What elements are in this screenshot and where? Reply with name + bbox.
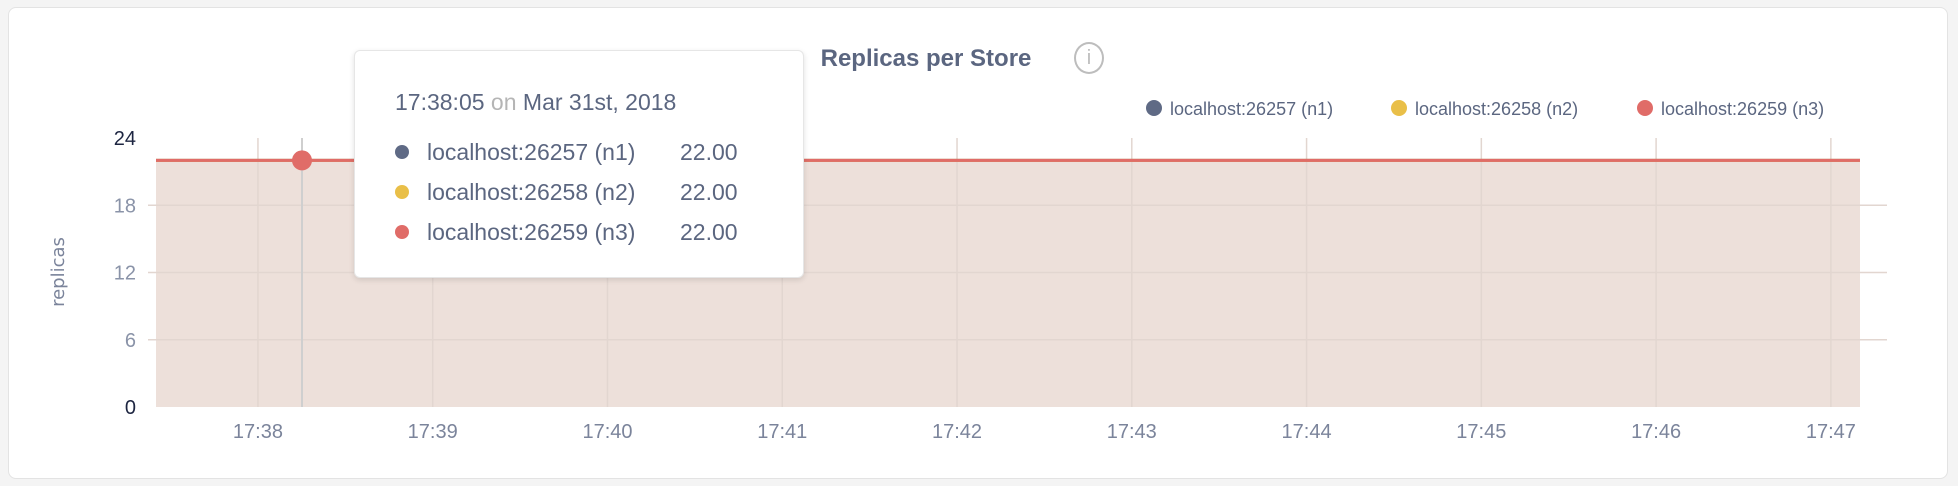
- series-dot-icon: [395, 145, 409, 159]
- legend-item: localhost:26257 (n1): [1170, 99, 1333, 119]
- tooltip-timestamp: 17:38:05 on Mar 31st, 2018: [395, 89, 803, 116]
- tooltip-series-value: 22.00: [680, 218, 738, 245]
- y-axis-label: replicas: [48, 237, 69, 307]
- x-tick-label: 17:46: [1631, 421, 1681, 443]
- tooltip-date: Mar 31st, 2018: [522, 89, 677, 115]
- tooltip-on: on: [490, 89, 517, 115]
- x-tick-label: 17:42: [932, 421, 982, 443]
- tooltip-row: localhost:26258 (n2) 22.00: [395, 172, 803, 212]
- y-tick-label: 12: [114, 263, 136, 285]
- tooltip-time: 17:38:05: [395, 89, 485, 115]
- tooltip-series-name: localhost:26259 (n3): [427, 218, 636, 245]
- x-tick-label: 17:47: [1806, 421, 1856, 443]
- x-tick-label: 17:45: [1456, 421, 1506, 443]
- series-dot-icon: [395, 225, 409, 239]
- legend-item: localhost:26259 (n3): [1661, 99, 1824, 119]
- x-tick-label: 17:43: [1107, 421, 1157, 443]
- series-dot-icon: [395, 185, 409, 199]
- hover-point: [292, 150, 312, 171]
- tooltip-series-value: 22.00: [680, 178, 738, 205]
- x-tick-label: 17:38: [233, 421, 283, 443]
- y-tick-label: 0: [125, 397, 136, 419]
- chart-tooltip: 17:38:05 on Mar 31st, 2018 localhost:262…: [354, 50, 804, 278]
- legend-dot-icon: [1146, 100, 1162, 116]
- tooltip-series-name: localhost:26257 (n1): [427, 138, 636, 165]
- tooltip-series-name: localhost:26258 (n2): [427, 178, 636, 205]
- y-tick-label: 6: [125, 330, 136, 352]
- legend-dot-icon: [1637, 100, 1653, 116]
- legend-dot-icon: [1391, 100, 1407, 116]
- y-tick-label: 18: [114, 195, 136, 217]
- x-tick-label: 17:40: [582, 421, 632, 443]
- y-tick-label: 24: [114, 128, 136, 150]
- tooltip-row: localhost:26257 (n1) 22.00: [395, 132, 803, 172]
- legend-item: localhost:26258 (n2): [1415, 99, 1578, 119]
- x-tick-label: 17:39: [408, 421, 458, 443]
- info-icon[interactable]: i: [1074, 42, 1104, 74]
- chart-title: Replicas per Store: [821, 45, 1032, 72]
- x-tick-label: 17:41: [757, 421, 807, 443]
- x-tick-label: 17:44: [1282, 421, 1332, 443]
- tooltip-row: localhost:26259 (n3) 22.00: [395, 212, 803, 252]
- tooltip-series-value: 22.00: [680, 138, 738, 165]
